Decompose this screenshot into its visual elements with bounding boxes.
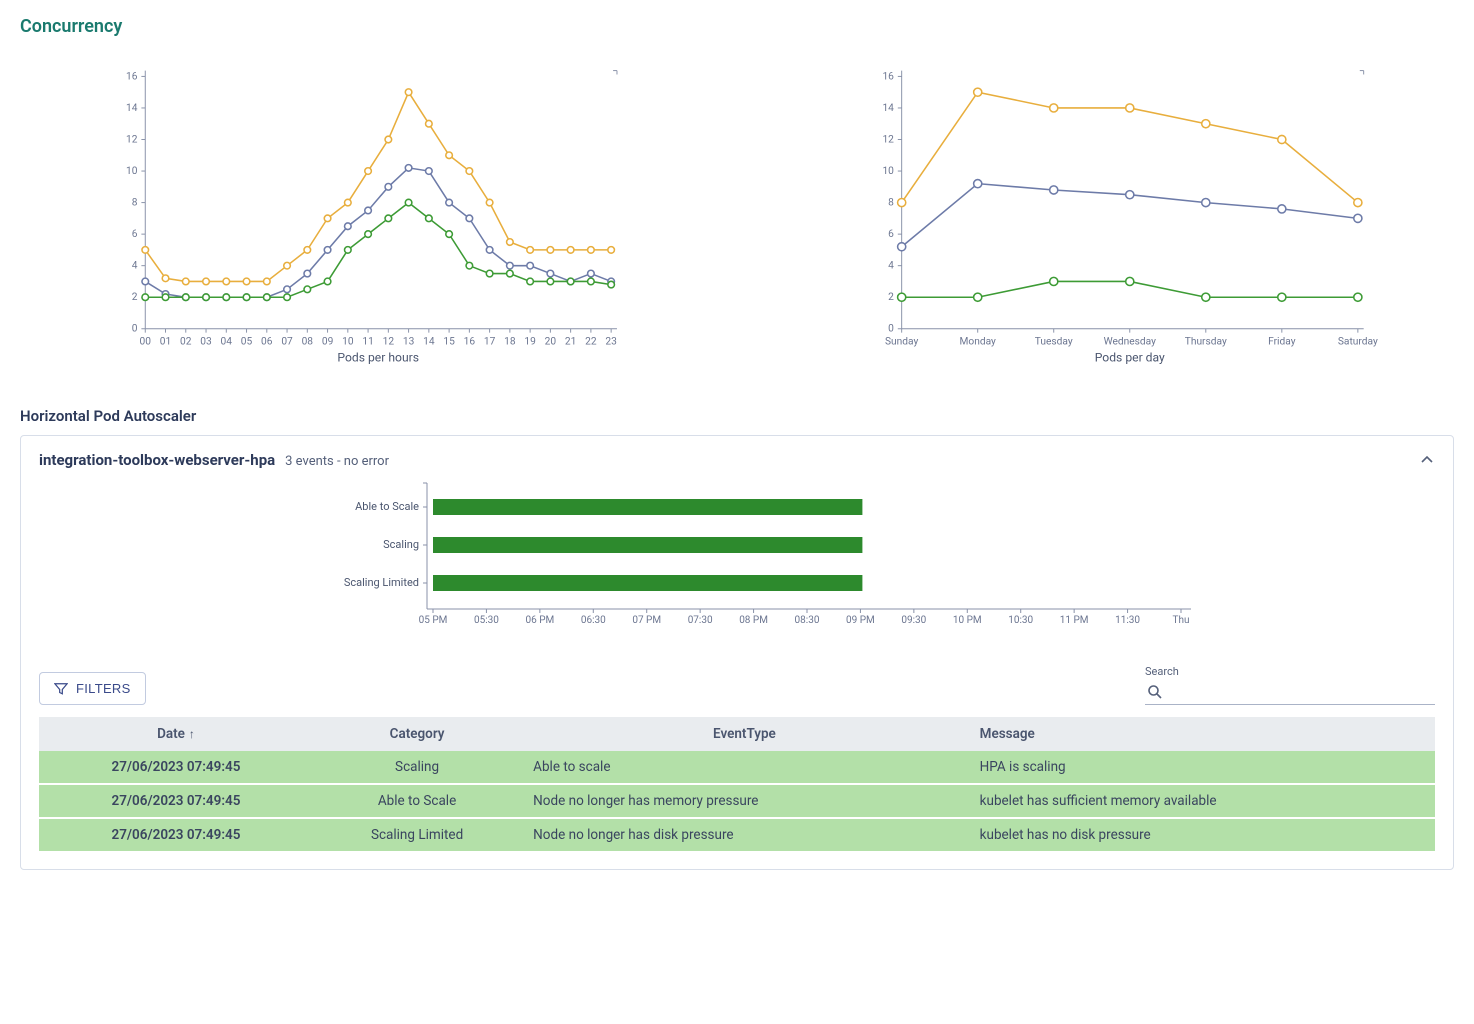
filter-icon <box>54 682 68 696</box>
svg-text:06: 06 <box>261 336 273 347</box>
hpa-panel: integration-toolbox-webserver-hpa 3 even… <box>20 435 1454 870</box>
svg-text:Thursday: Thursday <box>1185 336 1227 347</box>
col-eventtype[interactable]: EventType <box>521 717 967 751</box>
svg-text:Tuesday: Tuesday <box>1035 336 1073 347</box>
svg-text:11:30: 11:30 <box>1115 615 1140 626</box>
svg-text:08: 08 <box>302 336 314 347</box>
table-row[interactable]: 27/06/2023 07:49:45Able to ScaleNode no … <box>39 784 1435 818</box>
svg-text:14: 14 <box>423 336 435 347</box>
events-table: Date↑CategoryEventTypeMessage 27/06/2023… <box>39 717 1435 851</box>
hpa-accordion-header[interactable]: integration-toolbox-webserver-hpa 3 even… <box>39 450 1435 469</box>
hpa-title: Horizontal Pod Autoscaler <box>20 407 1454 425</box>
svg-text:14: 14 <box>126 103 138 114</box>
svg-text:Pods per day: Pods per day <box>1095 351 1165 365</box>
filters-button[interactable]: FILTERS <box>39 672 146 705</box>
svg-text:05: 05 <box>241 336 253 347</box>
svg-text:10:30: 10:30 <box>1008 615 1033 626</box>
svg-text:09: 09 <box>322 336 334 347</box>
svg-text:13: 13 <box>403 336 415 347</box>
search-icon <box>1147 684 1163 700</box>
svg-text:Sunday: Sunday <box>885 336 919 347</box>
svg-text:11 PM: 11 PM <box>1060 615 1089 626</box>
svg-text:01: 01 <box>160 336 171 347</box>
svg-text:4: 4 <box>888 261 894 272</box>
svg-text:8: 8 <box>888 198 894 209</box>
svg-text:16: 16 <box>464 336 476 347</box>
svg-text:Able to Scale: Able to Scale <box>355 500 419 513</box>
svg-text:00: 00 <box>140 336 152 347</box>
svg-text:Monday: Monday <box>960 336 997 347</box>
svg-text:23: 23 <box>605 336 617 347</box>
col-date[interactable]: Date↑ <box>39 717 313 751</box>
svg-text:2: 2 <box>132 292 138 303</box>
svg-text:05:30: 05:30 <box>474 615 499 626</box>
svg-text:Scaling Limited: Scaling Limited <box>344 576 419 589</box>
svg-text:02: 02 <box>180 336 192 347</box>
search-label: Search <box>1145 665 1435 678</box>
svg-text:2: 2 <box>888 292 894 303</box>
col-message[interactable]: Message <box>968 717 1435 751</box>
col-category[interactable]: Category <box>313 717 521 751</box>
svg-text:6: 6 <box>132 229 138 240</box>
svg-text:22: 22 <box>585 336 597 347</box>
svg-text:16: 16 <box>126 71 138 82</box>
sort-asc-icon: ↑ <box>189 727 195 741</box>
hpa-gantt: Able to Scale Scaling Scaling Limited 05 PM… <box>39 477 1435 647</box>
svg-text:12: 12 <box>882 134 894 145</box>
search-input[interactable] <box>1169 684 1433 700</box>
svg-text:0: 0 <box>888 324 894 335</box>
svg-text:10: 10 <box>882 166 894 177</box>
hpa-summary: 3 events - no error <box>285 454 389 469</box>
table-row[interactable]: 27/06/2023 07:49:45Scaling LimitedNode n… <box>39 818 1435 851</box>
svg-text:08:30: 08:30 <box>795 615 820 626</box>
svg-text:21: 21 <box>565 336 576 347</box>
svg-text:09:30: 09:30 <box>901 615 926 626</box>
svg-text:08 PM: 08 PM <box>739 615 768 626</box>
hpa-name: integration-toolbox-webserver-hpa <box>39 451 275 469</box>
svg-text:12: 12 <box>383 336 395 347</box>
svg-text:10: 10 <box>126 166 138 177</box>
table-row[interactable]: 27/06/2023 07:49:45ScalingAble to scaleH… <box>39 751 1435 784</box>
charts-row: 0246810121416000102030405060708091011121… <box>20 57 1454 387</box>
svg-text:19: 19 <box>524 336 536 347</box>
svg-text:Pods per hours: Pods per hours <box>337 351 419 365</box>
svg-text:Thu: Thu <box>1173 615 1190 626</box>
hourly-chart: 0246810121416000102030405060708091011121… <box>20 57 717 387</box>
svg-text:07:30: 07:30 <box>688 615 713 626</box>
svg-text:12: 12 <box>126 134 138 145</box>
svg-text:11: 11 <box>362 336 373 347</box>
svg-text:17: 17 <box>484 336 496 347</box>
svg-text:Wednesday: Wednesday <box>1104 336 1157 347</box>
filters-label: FILTERS <box>76 681 131 696</box>
svg-text:Friday: Friday <box>1268 336 1296 347</box>
section-title: Concurrency <box>20 16 1454 37</box>
svg-text:16: 16 <box>882 71 894 82</box>
svg-text:04: 04 <box>221 336 233 347</box>
chevron-up-icon <box>1419 452 1435 468</box>
svg-text:15: 15 <box>443 336 455 347</box>
svg-text:6: 6 <box>888 229 894 240</box>
svg-text:05 PM: 05 PM <box>419 615 448 626</box>
svg-text:09 PM: 09 PM <box>846 615 875 626</box>
svg-text:06:30: 06:30 <box>581 615 606 626</box>
svg-text:8: 8 <box>132 198 138 209</box>
svg-text:07 PM: 07 PM <box>632 615 661 626</box>
svg-text:4: 4 <box>132 261 138 272</box>
svg-text:10: 10 <box>342 336 354 347</box>
svg-text:06 PM: 06 PM <box>525 615 554 626</box>
svg-text:07: 07 <box>281 336 293 347</box>
daily-chart: 0 2 4 6 8 10 12 14 16 Sunday Monday Tuesday Wednesda… <box>757 57 1454 387</box>
svg-text:18: 18 <box>504 336 516 347</box>
svg-text:14: 14 <box>882 103 894 114</box>
svg-text:Saturday: Saturday <box>1338 336 1378 347</box>
svg-text:20: 20 <box>545 336 557 347</box>
svg-text:03: 03 <box>200 336 212 347</box>
svg-text:Scaling: Scaling <box>383 538 419 551</box>
svg-text:10 PM: 10 PM <box>953 615 982 626</box>
svg-text:0: 0 <box>132 324 138 335</box>
